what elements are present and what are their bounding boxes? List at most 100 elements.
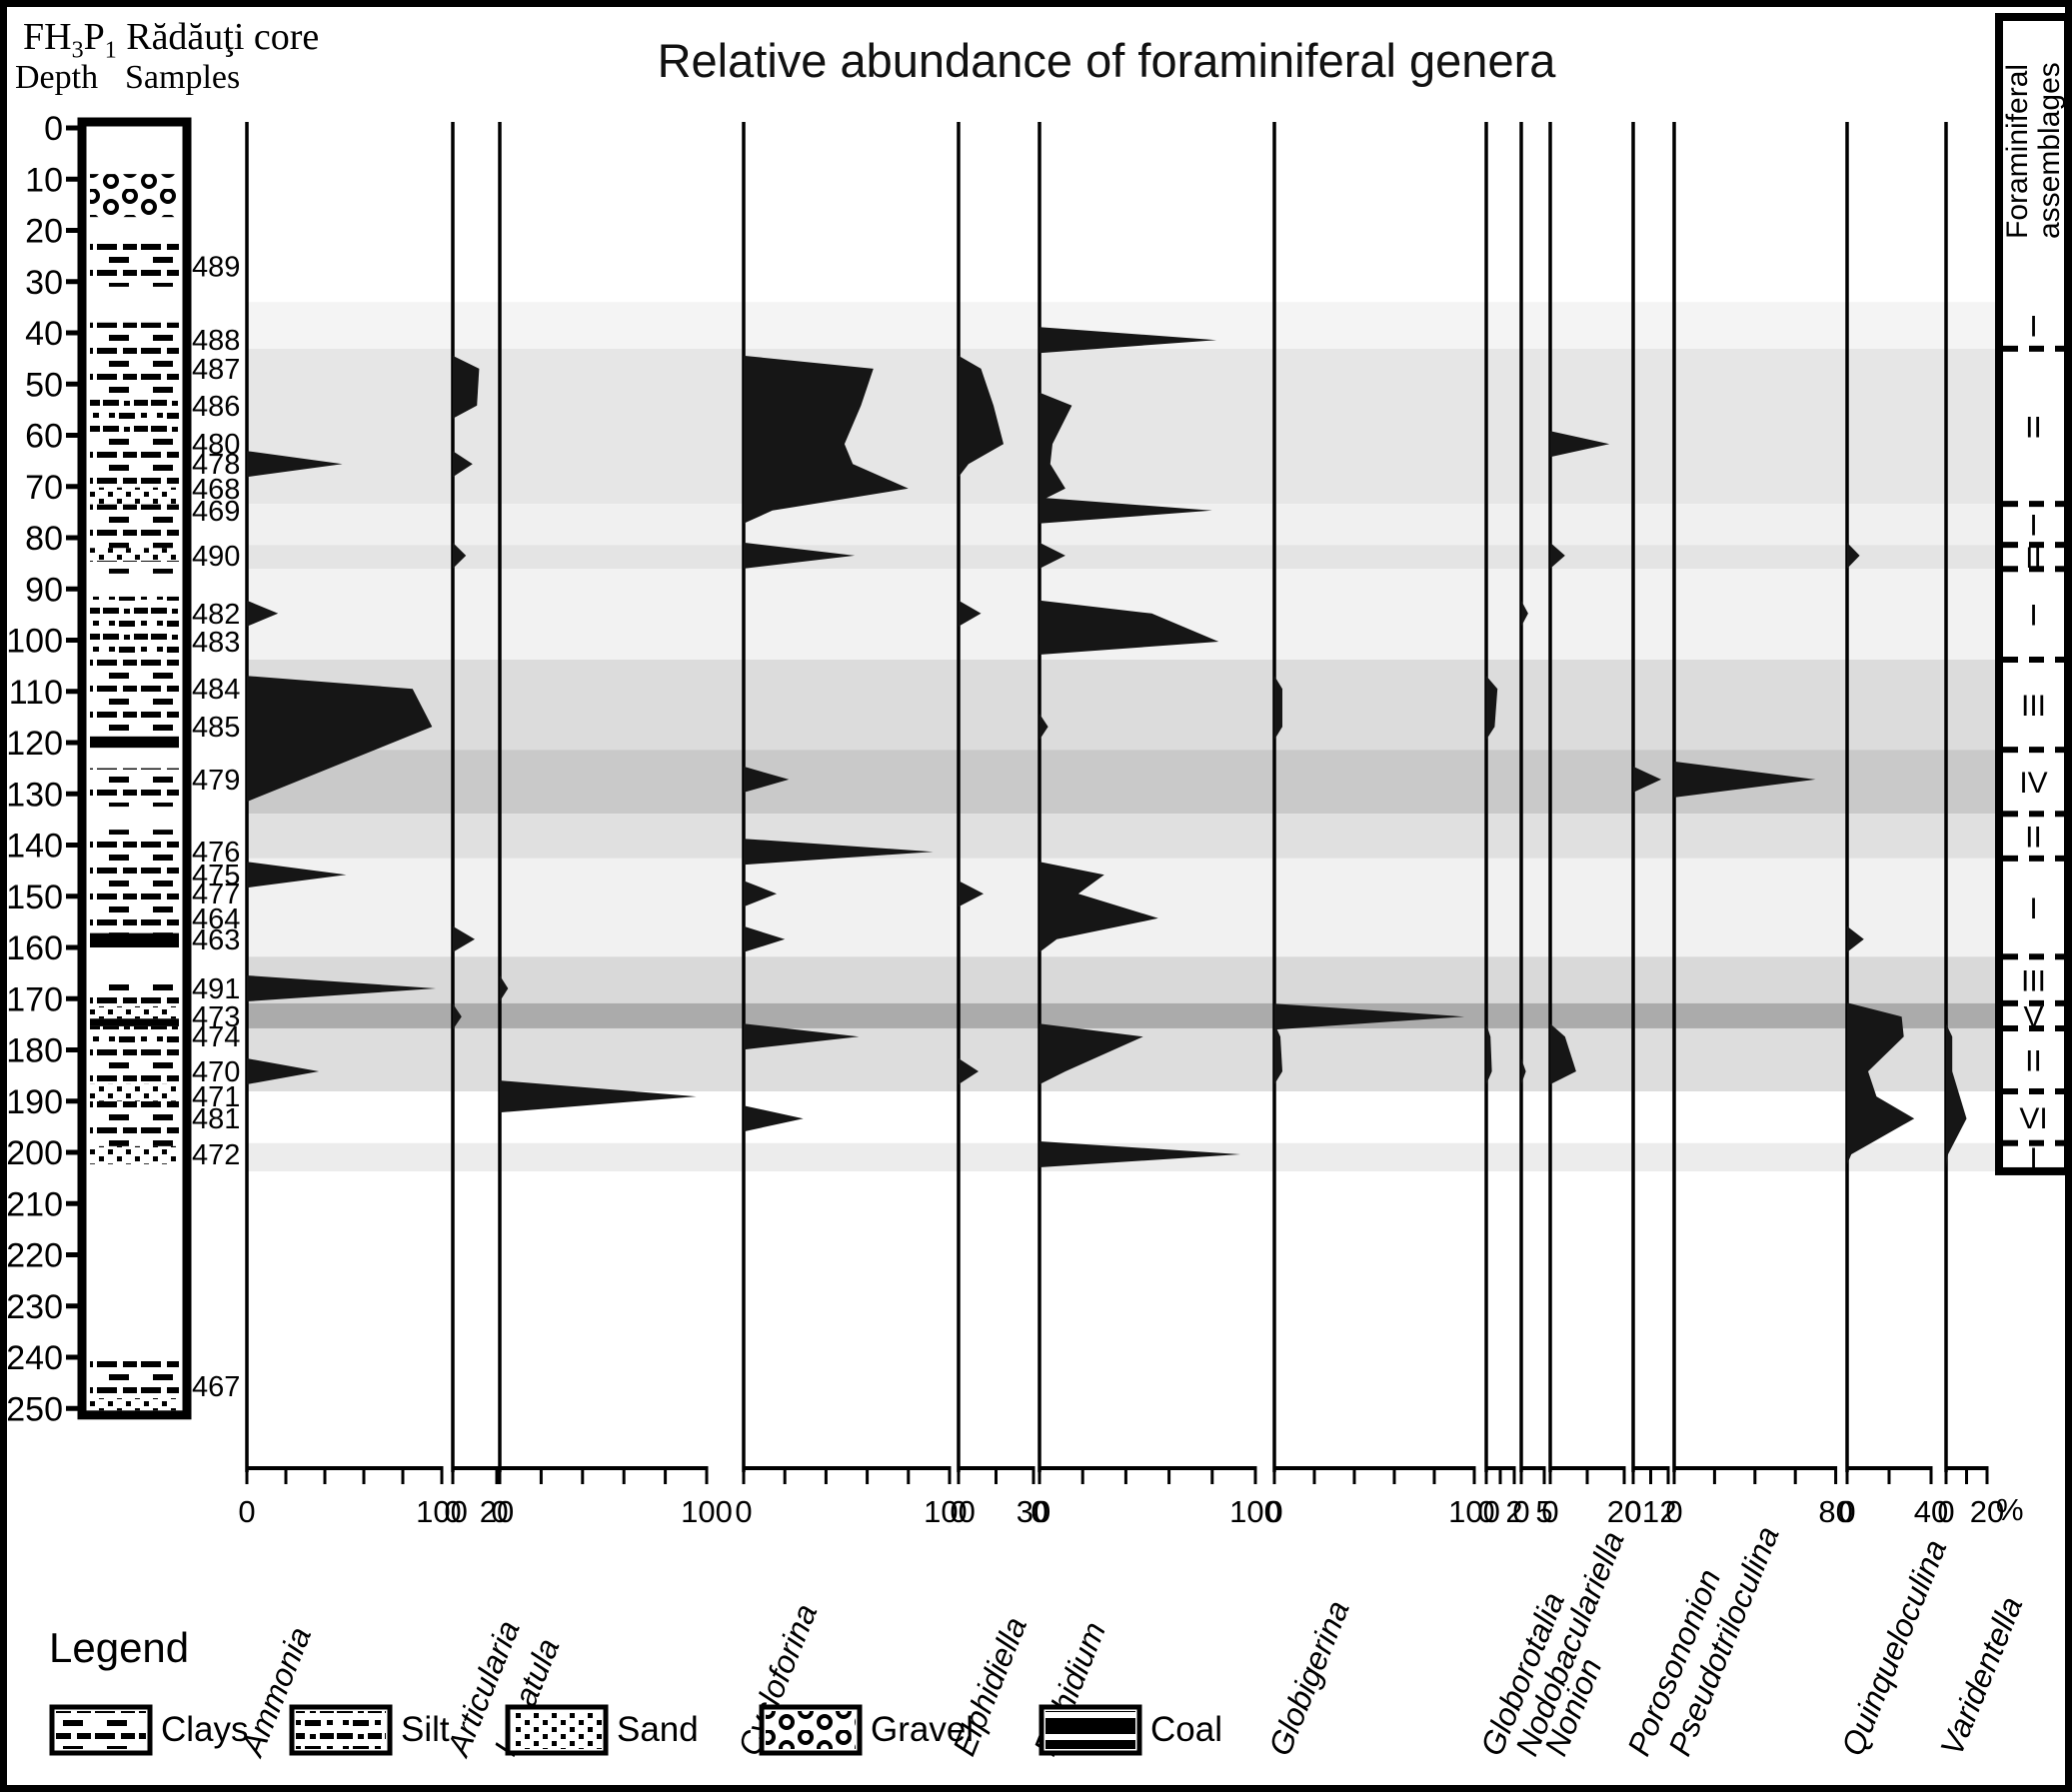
assemblage-zone-label-I: I (2029, 893, 2037, 925)
sample-label-489: 489 (192, 251, 240, 283)
scale-tick-Pseudotriloculina (1793, 1466, 1797, 1484)
sample-label-476: 476 (192, 837, 240, 869)
scale-tick-Quinqueloculina (1887, 1466, 1891, 1484)
abundance-silhouette-Globigerina (1274, 1003, 1464, 1030)
litho-interval-sand (90, 548, 179, 562)
abundance-silhouette-Articularia (453, 1003, 462, 1030)
depth-tick-label: 250 (7, 1390, 63, 1428)
scale-tick-Porosononion (1631, 1466, 1635, 1484)
scale-tick-label-Articularia: 20 (480, 1494, 514, 1529)
abundance-silhouette-Globorotalia (1486, 1023, 1492, 1084)
scale-tick-Ammonia (284, 1466, 288, 1484)
sample-label-480: 480 (192, 429, 240, 461)
abundance-silhouette-Elphidiella (959, 1058, 979, 1084)
sample-label-463: 463 (192, 924, 240, 956)
scale-tick-label-Porosononion: 0 (1624, 1494, 1641, 1529)
abundance-silhouette-Ammonia (247, 451, 343, 478)
scale-tick-Pseudotriloculina (1672, 1466, 1676, 1484)
abundance-silhouette-Elphidium (1039, 392, 1072, 502)
scale-tick-Globigerina (1312, 1466, 1316, 1484)
sample-label-471: 471 (192, 1081, 240, 1113)
scale-tick-Elphidium (1210, 1466, 1214, 1484)
depth-tick-label: 10 (25, 161, 63, 199)
litho-interval-clays (90, 768, 179, 808)
depth-tick-label: 210 (7, 1185, 63, 1223)
depth-tick-label: 160 (7, 929, 63, 967)
scale-tick-Elphidiella (1032, 1466, 1036, 1484)
abundance-silhouette-Lobatula (500, 975, 509, 1001)
assemblage-band-II (247, 814, 1999, 859)
scale-tick-Elphidiella (957, 1466, 961, 1484)
scale-tick-label-Articularia: 0 (444, 1494, 461, 1529)
depth-tick-label: 130 (7, 776, 63, 814)
litho-interval-silt (90, 1025, 179, 1046)
legend-label: Sand (617, 1710, 699, 1749)
scale-tick-label-Varidentella: 0 (1937, 1494, 1954, 1529)
scale-tick-label-Elphidiella: 30 (1017, 1494, 1050, 1529)
axis-line-Articularia (451, 122, 455, 1472)
scale-tick-label-Quinqueloculina: 40 (1914, 1494, 1948, 1529)
assemblage-box (1995, 13, 2065, 1175)
sample-label-472: 472 (192, 1139, 240, 1171)
litho-interval-coal (90, 1018, 179, 1026)
abundance-silhouette-Ammonia (247, 1058, 320, 1084)
depth-tick (66, 228, 82, 233)
scale-tick-Cycloforina (783, 1466, 787, 1484)
depth-tick-label: 90 (25, 571, 63, 609)
depth-tick-label: 170 (7, 980, 63, 1018)
litho-interval-clays (90, 655, 179, 737)
depth-tick-label: 110 (9, 674, 63, 712)
scale-tick-Porosononion (1666, 1466, 1670, 1484)
abundance-silhouette-Ammonia (247, 862, 347, 889)
axis-line-Cycloforina (742, 122, 746, 1472)
abundance-silhouette-Cycloforina (744, 839, 934, 866)
depth-tick (66, 689, 82, 695)
litho-column-box (77, 117, 192, 1420)
scale-tick-label-Globigerina: 100 (1448, 1494, 1500, 1529)
assemblage-zone-label-II: II (2025, 1044, 2042, 1077)
depth-tick-label: 200 (7, 1134, 63, 1172)
scale-tick-Nonion (1585, 1466, 1589, 1484)
litho-interval-coal (90, 736, 179, 749)
depth-tick (66, 995, 82, 1001)
scale-tick-Nonion (1622, 1466, 1626, 1484)
depth-tick-label: 140 (7, 828, 63, 866)
scale-bar-Articularia (453, 1466, 497, 1470)
sample-label-469: 469 (192, 496, 240, 528)
sample-label-483: 483 (192, 627, 240, 659)
sample-label-481: 481 (192, 1103, 240, 1135)
percent-unit-label: % (1996, 1492, 2024, 1527)
sample-label-470: 470 (192, 1056, 240, 1088)
depth-tick (66, 1149, 82, 1155)
assemblage-zone-label-IV: IV (2019, 767, 2047, 800)
depth-column-header: Depth (15, 59, 99, 96)
scale-tick-label-Elphidiella: 0 (950, 1494, 967, 1529)
depth-tick (66, 843, 82, 848)
abundance-silhouette-Globigerina (1274, 676, 1282, 741)
litho-interval-coal (90, 932, 179, 947)
depth-tick-label: 180 (7, 1032, 63, 1070)
scale-tick-Globigerina (1352, 1466, 1356, 1484)
scale-tick-Varidentella (1944, 1466, 1948, 1484)
depth-tick (66, 791, 82, 797)
assemblage-zone-label-II: II (2025, 412, 2042, 445)
abundance-silhouette-Elphidiella (959, 600, 982, 627)
legend-title: Legend (49, 1624, 190, 1671)
abundance-silhouette-Globorotalia (1486, 676, 1498, 741)
abundance-silhouette-Articularia (453, 542, 467, 569)
scale-tick-Varidentella (1985, 1466, 1989, 1484)
assemblage-zone-label-I: I (2029, 1142, 2037, 1175)
scale-tick-Articularia (495, 1466, 499, 1484)
abundance-silhouette-Globigerina (1274, 1023, 1282, 1084)
axis-line-Elphidiella (957, 122, 961, 1472)
chart-title: Relative abundance of foraminiferal gene… (657, 34, 1556, 87)
axis-line-Nonion (1548, 122, 1552, 1472)
scale-tick-label-Pseudotriloculina: 0 (1665, 1494, 1682, 1529)
scale-tick-Elphidiella (995, 1466, 998, 1484)
scale-tick-label-Cycloforina: 100 (924, 1494, 976, 1529)
scale-tick-label-Elphidium: 100 (1229, 1494, 1281, 1529)
axis-line-Globorotalia (1484, 122, 1488, 1472)
sample-label-477: 477 (192, 879, 240, 910)
scale-tick-Pseudotriloculina (1712, 1466, 1716, 1484)
abundance-silhouette-Cycloforina (744, 355, 909, 524)
